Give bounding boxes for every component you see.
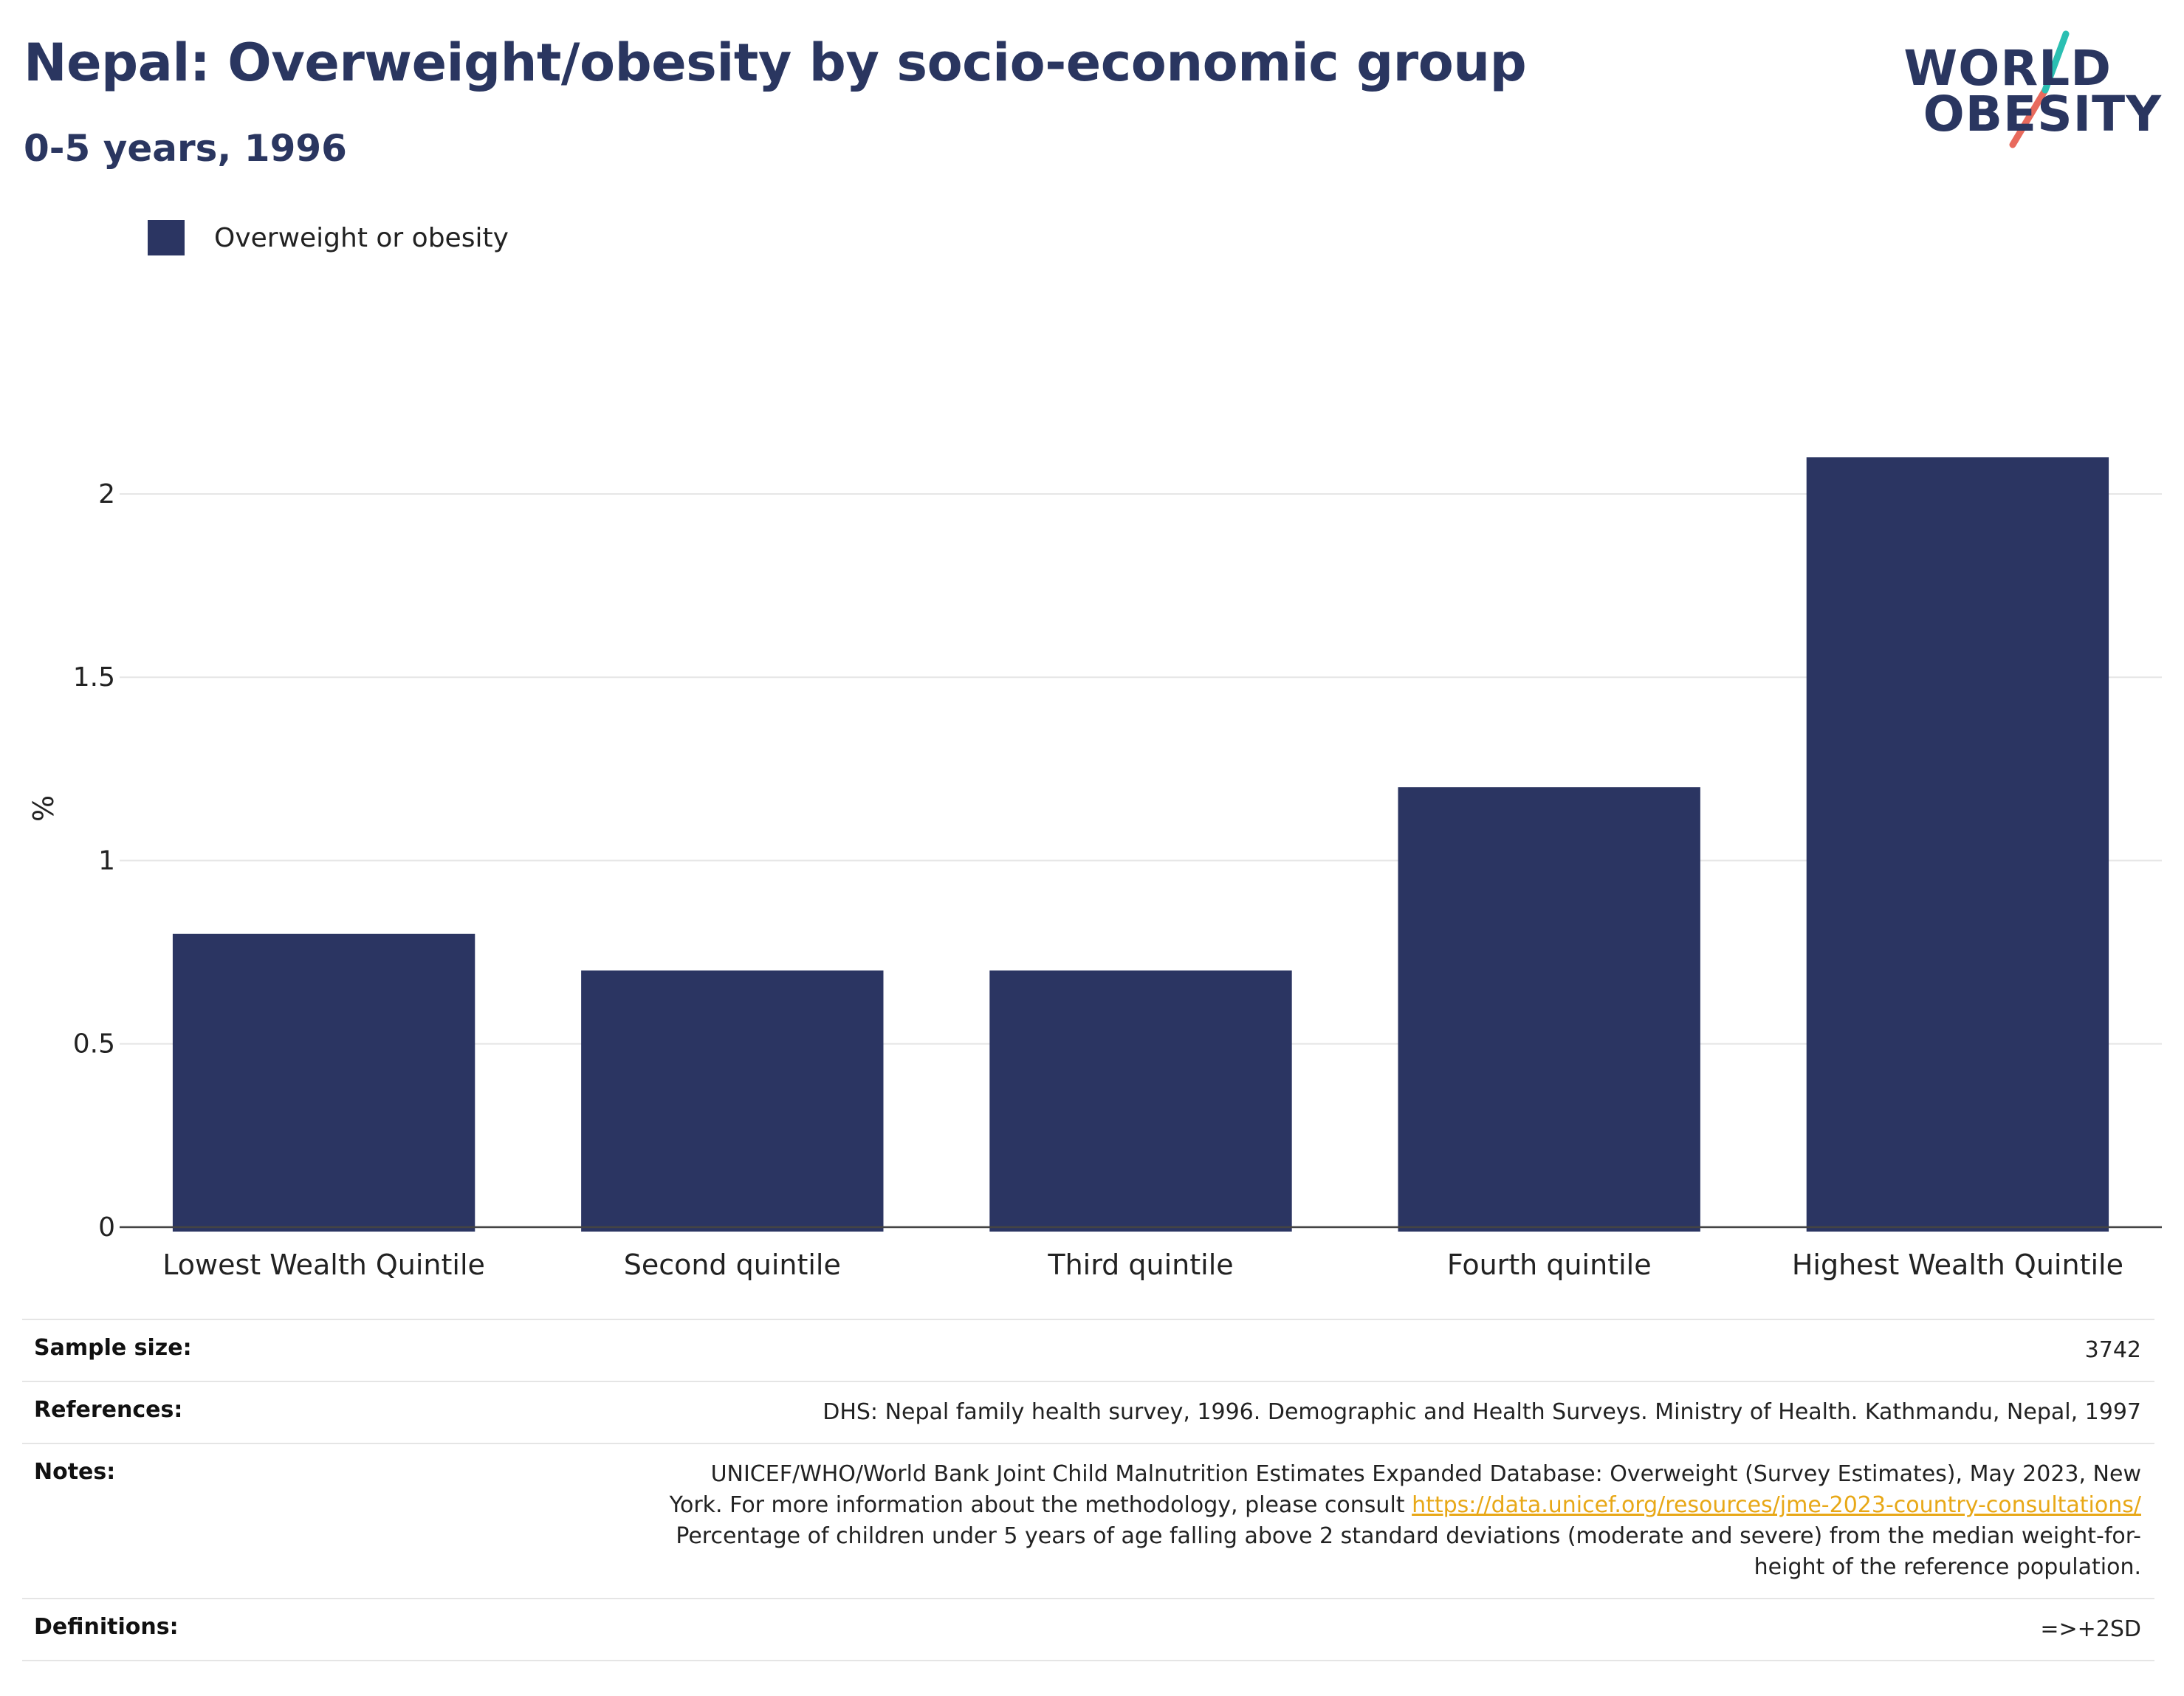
notes-line-4: height of the reference population. (1754, 1554, 2141, 1580)
info-row-references: References: DHS: Nepal family health sur… (22, 1382, 2154, 1444)
y-tick-label: 1.5 (73, 662, 115, 693)
legend-label: Overweight or obesity (214, 222, 509, 253)
y-tick-label: 0 (98, 1212, 115, 1243)
sample-size-value: 3742 (2084, 1337, 2141, 1363)
info-row-definitions: Definitions: =>+2SD (22, 1599, 2154, 1661)
info-row-notes: Notes: UNICEF/WHO/World Bank Joint Child… (22, 1444, 2154, 1599)
y-tick-label: 0.5 (73, 1029, 115, 1060)
page-title: Nepal: Overweight/obesity by socio-econo… (24, 32, 1527, 93)
y-tick-label: 1 (98, 845, 115, 876)
page-subtitle: 0-5 years, 1996 (24, 127, 347, 170)
info-row-sample-size: Sample size: 3742 (22, 1320, 2154, 1382)
references-label: References: (34, 1397, 183, 1423)
chart-legend[interactable]: Overweight or obesity (148, 220, 509, 255)
methodology-link[interactable]: https://data.unicef.org/resources/jme-20… (1412, 1492, 2141, 1518)
bar (172, 933, 475, 1232)
logo-word-world: WORLD (1903, 40, 2112, 97)
x-tick-label: Fourth quintile (1447, 1249, 1652, 1281)
definitions-value: =>+2SD (2040, 1616, 2141, 1642)
logo-word-obesity: OBESITY (1923, 86, 2162, 143)
definitions-label: Definitions: (34, 1614, 179, 1640)
bar-chart: 0 0.5 1 1.5 2% Lowest Wealth Quintile Second q… (27, 457, 2162, 1281)
y-tick-label: 2 (98, 479, 115, 509)
bar (989, 970, 1292, 1232)
y-axis-title: % (27, 795, 60, 822)
world-obesity-logo: WORLD OBESITY (1903, 22, 2162, 155)
bar (581, 970, 884, 1232)
x-tick-label: Highest Wealth Quintile (1792, 1249, 2123, 1281)
x-tick-label: Lowest Wealth Quintile (162, 1249, 485, 1281)
notes-value: UNICEF/WHO/World Bank Joint Child Malnut… (670, 1459, 2141, 1583)
notes-line-3: Percentage of children under 5 years of … (676, 1523, 2141, 1549)
notes-label: Notes: (34, 1459, 116, 1485)
logo-slash-icon (2009, 30, 2070, 148)
references-value: DHS: Nepal family health survey, 1996. D… (823, 1399, 2141, 1425)
x-tick-label: Third quintile (1047, 1249, 1233, 1281)
bar (1398, 787, 1700, 1232)
notes-line-2-text: York. For more information about the met… (669, 1492, 1412, 1518)
bar (1806, 457, 2109, 1232)
x-tick-label: Second quintile (624, 1249, 841, 1281)
legend-swatch (148, 220, 185, 255)
info-table: Sample size: 3742 References: DHS: Nepal… (22, 1319, 2154, 1661)
notes-line-1: UNICEF/WHO/World Bank Joint Child Malnut… (710, 1461, 2141, 1487)
notes-line-2: York. For more information about the met… (670, 1490, 2141, 1521)
sample-size-label: Sample size: (34, 1335, 192, 1361)
